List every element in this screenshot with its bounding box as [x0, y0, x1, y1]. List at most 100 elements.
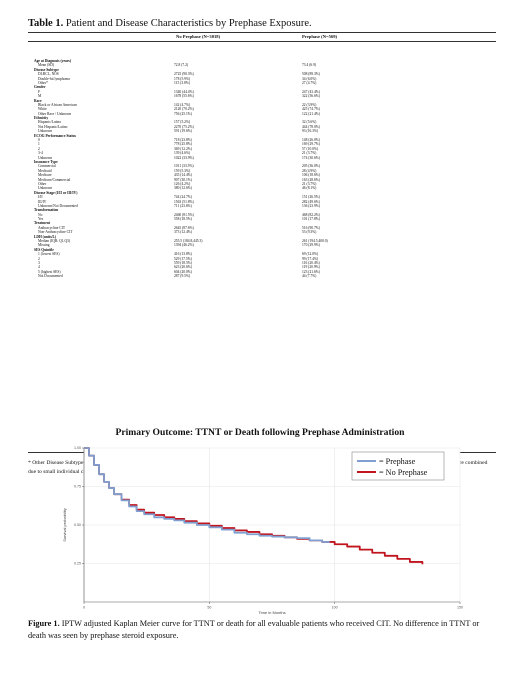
- cell-prephase: 151 (26.5%): [302, 195, 320, 200]
- row-label: Age at Diagnosis (years): [34, 59, 72, 63]
- table-title-label: Table 1.: [28, 18, 64, 29]
- table-row: III/IV 1563 (51.8%) 282 (49.6%): [34, 200, 494, 204]
- legend-box: [351, 451, 445, 481]
- cell-no-prephase: 178 (5.9%): [174, 76, 191, 81]
- row-label: 4: [38, 265, 40, 270]
- table-row: 1 (lowest SES) 416 (13.8%) 69 (12.0%): [34, 252, 494, 256]
- cell-prephase: 57 (10.0%): [302, 146, 319, 151]
- cell-no-prephase: 1563 (51.8%): [174, 199, 194, 204]
- column-header-prephase: Prephase (N=569): [302, 34, 338, 39]
- table-category-row: Disease Subtype: [34, 68, 494, 72]
- legend-label-no-prephase: = No Prephase: [379, 468, 428, 477]
- table-title-text: Patient and Disease Characteristics by P…: [65, 18, 312, 29]
- column-header-no-prephase: No Prephase (N=3018): [176, 34, 221, 39]
- cell-prephase: 106 (18.6%): [302, 173, 320, 178]
- cell-no-prephase: 142 (4.7%): [174, 102, 191, 107]
- row-label: Disease Stage (I/II or III/IV): [34, 190, 78, 195]
- row-label: Anthracycline CIT: [38, 225, 66, 230]
- row-label: Unknown: [38, 129, 53, 134]
- table-row: Non-Anthracycline CIT 373 (12.4%) 53 (9.3%…: [34, 230, 494, 234]
- table-row: 1 778 (25.8%) 169 (29.7%): [34, 142, 494, 146]
- x-tick-label: 50: [207, 606, 211, 610]
- table-row: 0 718 (23.8%) 148 (26.0%): [34, 138, 494, 142]
- table-row: Anthracycline CIT 2645 (87.6%) 516 (90.7%): [34, 226, 494, 230]
- cell-no-prephase: 373 (12.4%): [174, 230, 192, 235]
- row-label: Transformation: [34, 208, 59, 213]
- table-row: Black or African American 142 (4.7%) 22 (3…: [34, 103, 494, 107]
- cell-no-prephase: 380 (12.6%): [174, 186, 192, 191]
- table-category-row: Age at Diagnosis (years): [34, 59, 494, 63]
- table-row: F 1340 (44.4%) 247 (43.4%): [34, 90, 494, 94]
- row-label: 1: [38, 142, 40, 147]
- cell-prephase: 170 (29.9%): [302, 243, 320, 248]
- cell-no-prephase: 2460 (81.5%): [174, 212, 194, 217]
- table-row: 4 623 (20.6%) 119 (20.9%): [34, 265, 494, 269]
- row-label: Other: [38, 181, 47, 186]
- legend-label-prephase: = Prephase: [379, 457, 416, 466]
- cell-prephase: 28 (4.9%): [302, 168, 317, 173]
- cell-no-prephase: 435 (14.4%): [174, 173, 192, 178]
- cell-prephase: 44 (7.7%): [302, 274, 317, 279]
- cell-no-prephase: 744 (24.7%): [174, 195, 192, 200]
- cell-prephase: 508 (89.3%): [302, 72, 320, 77]
- row-label: Unknown: [38, 186, 53, 191]
- row-label: III/IV: [38, 199, 47, 204]
- cell-no-prephase: 126 (4.2%): [174, 181, 191, 186]
- row-label: 3-4: [38, 151, 43, 156]
- table-top-rule: [28, 32, 496, 33]
- table-body: Age at Diagnosis (years) Mean (SD) 72.8 (7…: [34, 59, 494, 279]
- table-header-rule: [28, 41, 496, 42]
- cell-prephase: 73.4 (6.9): [302, 63, 317, 68]
- table-category-row: Race: [34, 99, 494, 103]
- cell-no-prephase: 115 (3.8%): [174, 80, 191, 85]
- cell-no-prephase: 623 (20.6%): [174, 265, 192, 270]
- row-label: Not Documented: [38, 274, 63, 279]
- table-category-row: Transformation: [34, 208, 494, 212]
- cell-prephase: 425 (74.7%): [302, 107, 320, 112]
- cell-prephase: 148 (26.0%): [302, 138, 320, 143]
- row-label: F: [38, 89, 40, 94]
- cell-no-prephase: 591 (19.6%): [174, 129, 192, 134]
- cell-no-prephase: 2120 (70.2%): [174, 107, 194, 112]
- cell-prephase: 136 (23.9%): [302, 203, 320, 208]
- cell-prephase: 174 (30.6%): [302, 155, 320, 160]
- table-category-row: Gender: [34, 85, 494, 89]
- row-label: Mean (SD): [38, 63, 55, 68]
- table-category-row: Insurance Type: [34, 160, 494, 164]
- row-label: Other*: [38, 80, 48, 85]
- table-row: Double-hit lymphoma 178 (5.9%) 34 (6.0%): [34, 77, 494, 81]
- table-category-row: LDH (units/L): [34, 235, 494, 239]
- table-row: Other Race / Unknown 756 (25.1%) 122 (21.4…: [34, 112, 494, 116]
- table-row: 2 529 (17.5%) 99 (17.4%): [34, 257, 494, 261]
- row-label: Yes: [38, 217, 44, 222]
- row-label: ECOG Performance Status: [34, 133, 76, 138]
- y-tick-label: 0.50: [74, 523, 81, 527]
- series-line-prephase: [84, 447, 330, 543]
- cell-prephase: 21 (3.7%): [302, 181, 317, 186]
- row-label: M: [38, 94, 42, 99]
- table-row: White 2120 (70.2%) 425 (74.7%): [34, 107, 494, 111]
- y-tick-label: 0.25: [74, 562, 81, 566]
- cell-prephase: 247 (43.4%): [302, 89, 320, 94]
- cell-prephase: 119 (20.9%): [302, 265, 320, 270]
- cell-prephase: 261 (194.5,400.0): [302, 239, 328, 244]
- cell-no-prephase: 604 (20.0%): [174, 269, 192, 274]
- table-row: Unknown 591 (19.6%) 93 (16.3%): [34, 129, 494, 133]
- cell-prephase: 34 (6.0%): [302, 76, 317, 81]
- cell-prephase: 69 (12.0%): [302, 252, 319, 257]
- row-label: Median (IQR: Q1,Q3): [38, 239, 71, 244]
- cell-no-prephase: 1394 (46.2%): [174, 243, 194, 248]
- row-label: Race: [34, 98, 42, 103]
- cell-no-prephase: 558 (18.5%): [174, 217, 192, 222]
- cell-no-prephase: 2645 (87.6%): [174, 225, 194, 230]
- row-label: Unknown/Not Documented: [38, 203, 78, 208]
- x-tick-label: 150: [457, 606, 463, 610]
- table-row: Commercial 1011 (33.5%) 205 (36.0%): [34, 164, 494, 168]
- table-category-row: Ethnicity: [34, 116, 494, 120]
- table-category-row: Disease Stage (I/II or III/IV): [34, 191, 494, 195]
- table-row: Not Hispanic/Latino 2270 (75.2%) 444 (78.0…: [34, 125, 494, 129]
- table-row: 5 (highest SES) 604 (20.0%) 123 (21.6%): [34, 270, 494, 274]
- row-label: Other Race / Unknown: [38, 111, 72, 116]
- table-row: Medicare/Commercial 907 (30.1%) 163 (28.6%…: [34, 178, 494, 182]
